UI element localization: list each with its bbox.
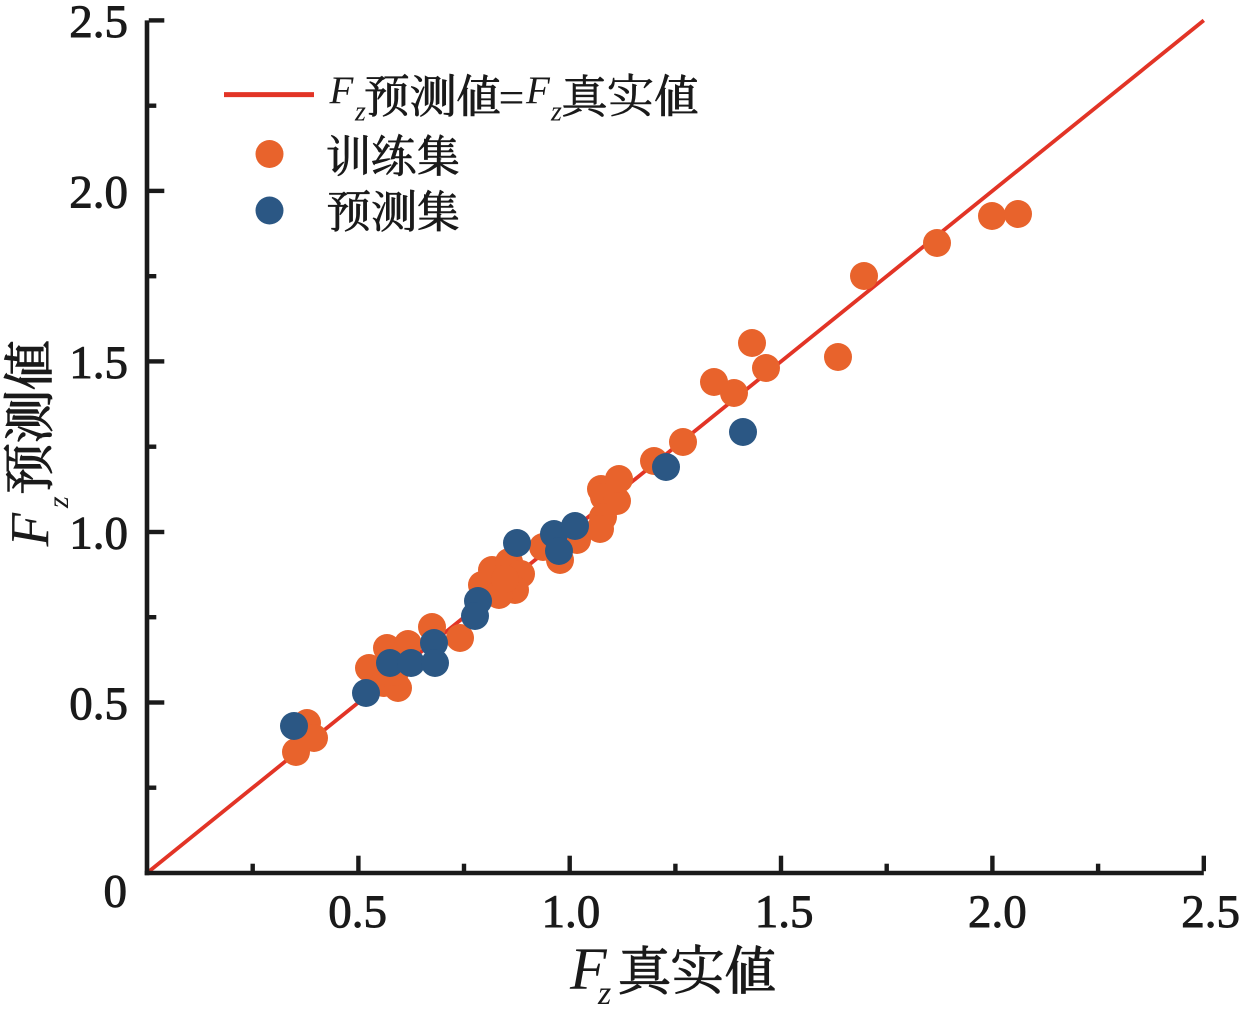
svg-text:1.5: 1.5: [69, 337, 128, 389]
svg-text:2.0: 2.0: [968, 886, 1027, 938]
svg-text:F: F: [569, 936, 608, 1002]
svg-text:1.5: 1.5: [755, 886, 814, 938]
svg-text:0: 0: [104, 866, 128, 918]
svg-text:z: z: [597, 975, 611, 1012]
svg-text:2.5: 2.5: [69, 0, 128, 48]
svg-text:2.5: 2.5: [1181, 886, 1240, 938]
svg-text:0.5: 0.5: [69, 678, 128, 730]
svg-text:z: z: [42, 496, 75, 509]
svg-text:F: F: [329, 69, 355, 112]
svg-text:z: z: [354, 97, 366, 128]
svg-text:1.0: 1.0: [542, 886, 601, 938]
svg-text:z: z: [550, 97, 562, 128]
svg-text:=: =: [499, 72, 525, 123]
svg-text:2.0: 2.0: [69, 166, 128, 218]
svg-text:0.5: 0.5: [328, 886, 387, 938]
svg-text:F: F: [525, 69, 551, 112]
svg-text:1.0: 1.0: [69, 508, 128, 560]
svg-text:F: F: [0, 512, 60, 548]
